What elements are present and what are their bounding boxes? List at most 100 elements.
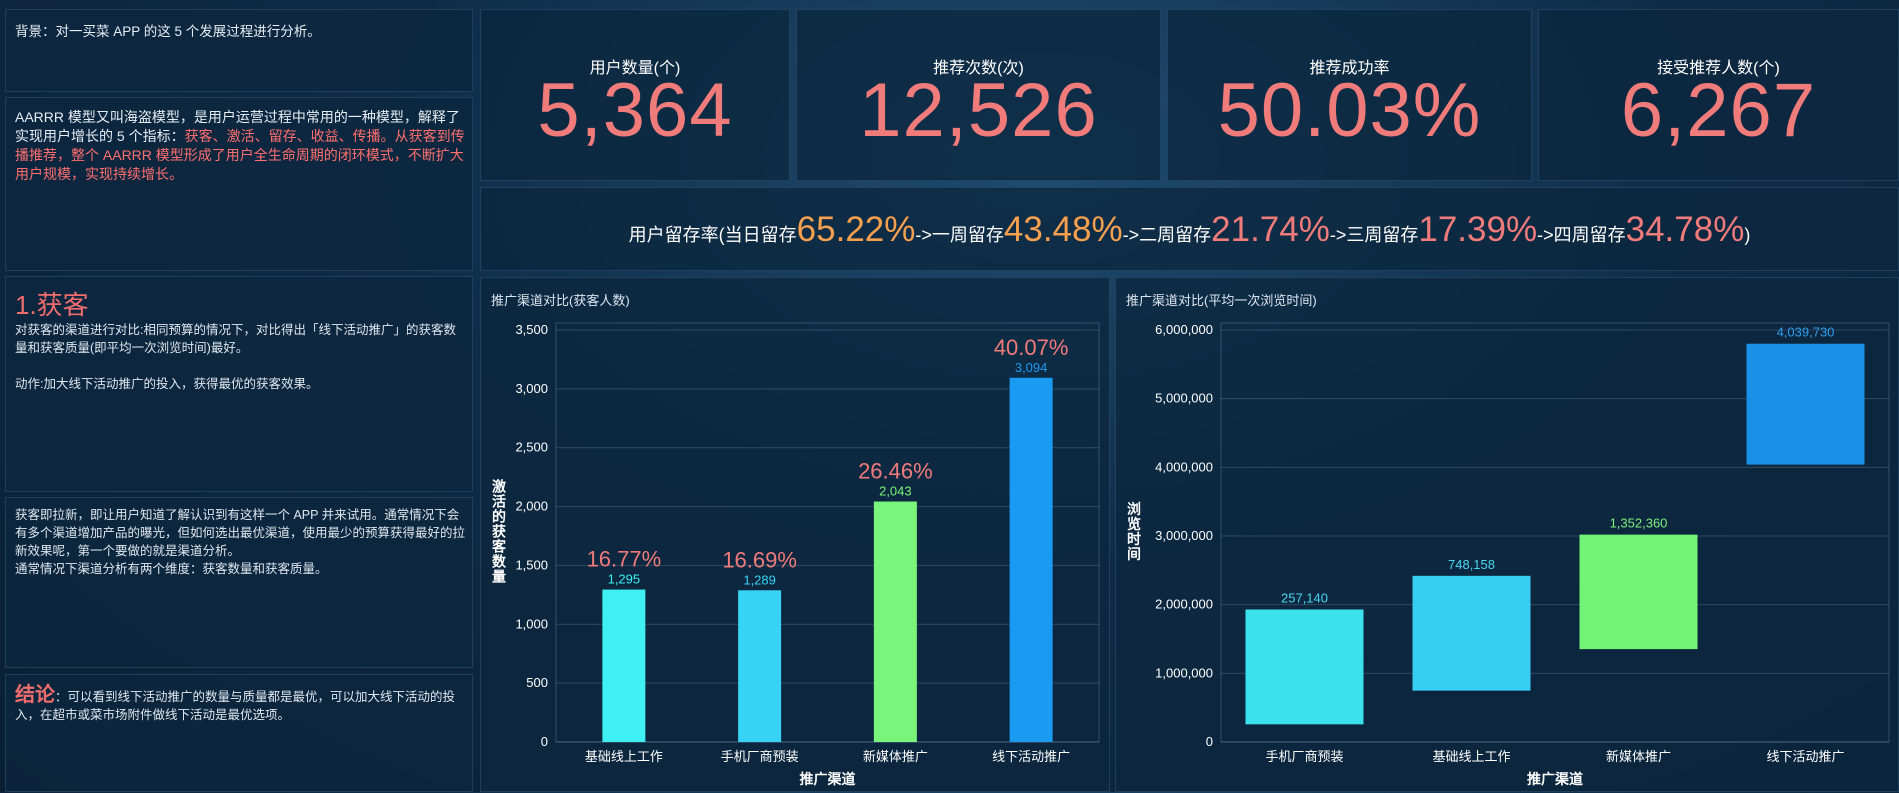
- chart2-ylabel-char: 时: [1127, 531, 1141, 547]
- chart2-ytick-label: 2,000,000: [1155, 597, 1213, 612]
- retention-sep3: ->三周留存: [1329, 225, 1419, 245]
- chart2-category-label: 基础线上工作: [1432, 749, 1510, 764]
- chart1-ylabel-char: 活: [492, 494, 506, 510]
- chart1-xlabel: 推广渠道: [800, 771, 856, 787]
- chart1-value-label: 1,289: [743, 572, 776, 587]
- chart1-ytick-label: 3,000: [515, 381, 548, 396]
- chart2-bar: [1412, 575, 1531, 691]
- chart2-ytick-label: 1,000,000: [1155, 665, 1213, 680]
- chart1-percent-label: 16.69%: [722, 547, 797, 572]
- chart1-value-label: 3,094: [1015, 360, 1048, 375]
- conclusion-text: 结论：可以看到线下活动推广的数量与质量都是最优，可以加大线下活动的投入，在超市或…: [15, 684, 467, 724]
- conclusion-label: 结论: [15, 684, 55, 706]
- chart2-bar: [1245, 609, 1364, 725]
- chart-acquisition-count: 推广渠道对比(获客人数) 0 500 1,000 1,500 2,000 2,500 3,0…: [480, 277, 1110, 792]
- chart1-category-label: 线下活动推广: [992, 749, 1070, 764]
- retention-panel: 用户留存率(当日留存65.22%->一周留存43.48%->二周留存21.74%…: [480, 187, 1899, 271]
- kpi-card-accepted: 接受推荐人数(个) 6,267: [1538, 9, 1899, 181]
- intro-text: AARRR 模型又叫海盗模型，是用户运营过程中常用的一种模型，解释了实现用户增长…: [15, 108, 467, 184]
- chart2-value-label: 257,140: [1281, 590, 1328, 605]
- kpi-label-users: 用户数量(个): [589, 60, 681, 77]
- retention-week1: 43.48%: [1003, 210, 1123, 249]
- section-text: 对获客的渠道进行对比:相同预算的情况下，对比得出「线下活动推广」的获客数量和获客…: [15, 323, 456, 355]
- chart2-ylabel: 浏览时间: [1127, 501, 1141, 562]
- explain-panel: 获客即拉新，即让用户知道了解认识到有这样一个 APP 并来试用。通常情况下会有多…: [5, 497, 473, 668]
- chart2-ytick-label: 5,000,000: [1155, 391, 1213, 406]
- chart1-ytick-label: 500: [526, 675, 548, 690]
- chart1-ytick-label: 1,500: [515, 557, 548, 572]
- explain-text-2: 通常情况下渠道分析有两个维度：获客数量和获客质量。: [15, 562, 328, 576]
- kpi-label-accepted: 接受推荐人数(个): [1657, 60, 1780, 77]
- chart2-category-label: 新媒体推广: [1606, 749, 1671, 764]
- kpi-label-recommendations: 推荐次数(次): [933, 60, 1024, 77]
- chart1-category-label: 新媒体推广: [863, 749, 928, 764]
- chart2-ylabel-char: 间: [1127, 546, 1141, 562]
- kpi-value-success-rate: 50.03%: [1217, 68, 1482, 153]
- conclusion-body: ：可以看到线下活动推广的数量与质量都是最优，可以加大线下活动的投入，在超市或菜市…: [15, 690, 456, 722]
- chart1-percent-label: 16.77%: [587, 547, 662, 572]
- retention-line: 用户留存率(当日留存65.22%->一周留存43.48%->二周留存21.74%…: [481, 210, 1898, 250]
- explain-text: 获客即拉新，即让用户知道了解认识到有这样一个 APP 并来试用。通常情况下会有多…: [15, 506, 467, 578]
- chart2-svg: 0 1,000,000 2,000,000 3,000,000 4,000,000 5,0…: [1127, 322, 1890, 787]
- chart2-category-label: 手机厂商预装: [1265, 749, 1343, 764]
- chart1-category-label: 手机厂商预装: [721, 749, 799, 764]
- kpi-card-users: 用户数量(个) 5,364: [480, 9, 790, 181]
- conclusion-panel: 结论：可以看到线下活动推广的数量与质量都是最优，可以加大线下活动的投入，在超市或…: [5, 674, 473, 792]
- chart1-ytick-label: 2,000: [515, 499, 548, 514]
- chart1-percent-label: 26.46%: [858, 459, 933, 484]
- action-text: 动作:加大线下活动推广的投入，获得最优的获客效果。: [15, 377, 319, 391]
- acquisition-panel: 1.获客 对获客的渠道进行对比:相同预算的情况下，对比得出「线下活动推广」的获客…: [5, 276, 473, 492]
- chart1-bar: [602, 589, 646, 742]
- chart1-ytick-label: 3,500: [515, 322, 548, 337]
- retention-sep1: ->一周留存: [915, 225, 1004, 245]
- chart2-value-label: 1,352,360: [1610, 516, 1668, 531]
- kpi-value-recommendations: 12,526: [859, 68, 1098, 153]
- section-title: 1.获客: [15, 290, 89, 320]
- retention-sep4: ->四周留存: [1537, 225, 1626, 245]
- chart1-ylabel-char: 客: [491, 539, 507, 555]
- intro-panel: AARRR 模型又叫海盗模型，是用户运营过程中常用的一种模型，解释了实现用户增长…: [5, 97, 473, 271]
- chart1-value-label: 2,043: [879, 484, 912, 499]
- retention-week2: 21.74%: [1211, 210, 1330, 249]
- chart1-ylabel-char: 的: [492, 509, 506, 525]
- chart1-ylabel-char: 量: [492, 569, 506, 585]
- retention-prefix: 用户留存率(当日留存: [628, 225, 797, 245]
- chart2-plot-frame: [1220, 322, 1890, 743]
- chart2-ylabel-char: 浏: [1127, 501, 1141, 517]
- chart1-ylabel-char: 激: [492, 479, 506, 495]
- intro-text-white: AARRR 模型又叫海盗模型，是用户运营过程中常用的一种模型，解释了实现用户增长…: [15, 109, 460, 144]
- chart1-bar: [1009, 377, 1053, 742]
- kpi-value-users: 5,364: [537, 68, 733, 153]
- chart2-ytick-label: 4,000,000: [1155, 459, 1213, 474]
- chart2-category-label: 线下活动推广: [1766, 749, 1844, 764]
- chart2-value-label: 748,158: [1448, 557, 1495, 572]
- chart1-svg: 05001,0001,5002,0002,5003,0003,5001,2951…: [491, 322, 1100, 787]
- chart1-category-label: 基础线上工作: [585, 749, 663, 764]
- chart1-title: 推广渠道对比(获客人数): [491, 293, 630, 308]
- chart1-bar: [738, 590, 782, 742]
- background-text: 背景：对一买菜 APP 的这 5 个发展过程进行分析。: [15, 24, 321, 39]
- chart1-bar: [873, 501, 917, 742]
- kpi-card-success-rate: 推荐成功率 50.03%: [1167, 9, 1532, 181]
- chart-browse-time: 推广渠道对比(平均一次浏览时间) 0 1,000,000 2,000,000 3,00…: [1115, 277, 1899, 792]
- chart1-ytick-label: 1,000: [515, 616, 548, 631]
- chart2-bar: [1746, 343, 1865, 465]
- kpi-label-success-rate: 推荐成功率: [1309, 60, 1390, 77]
- retention-week3: 17.39%: [1418, 210, 1538, 249]
- chart2-ylabel-char: 览: [1127, 516, 1141, 532]
- chart1-ylabel-char: 数: [492, 554, 507, 570]
- chart2-ytick-label: 6,000,000: [1155, 322, 1213, 337]
- chart1-value-label: 1,295: [608, 572, 641, 587]
- explain-text-1: 获客即拉新，即让用户知道了解认识到有这样一个 APP 并来试用。通常情况下会有多…: [15, 508, 466, 558]
- chart1-ylabel-char: 获: [492, 524, 506, 540]
- background-panel: 背景：对一买菜 APP 的这 5 个发展过程进行分析。: [5, 9, 473, 92]
- chart1-percent-label: 40.07%: [994, 335, 1069, 360]
- chart2-bar: [1579, 534, 1698, 650]
- kpi-card-recommendations: 推荐次数(次) 12,526: [796, 9, 1161, 181]
- chart1-plot-frame: [555, 322, 1100, 743]
- chart2-ytick-label: 3,000,000: [1155, 528, 1213, 543]
- chart2-xlabel: 推广渠道: [1527, 771, 1583, 787]
- chart2-ytick-label: 0: [1206, 734, 1213, 749]
- intro-text-highlight: 获客、激活、留存、收益、传播。从获客到传播推荐，整个 AARRR 模型形成了用户…: [15, 128, 465, 182]
